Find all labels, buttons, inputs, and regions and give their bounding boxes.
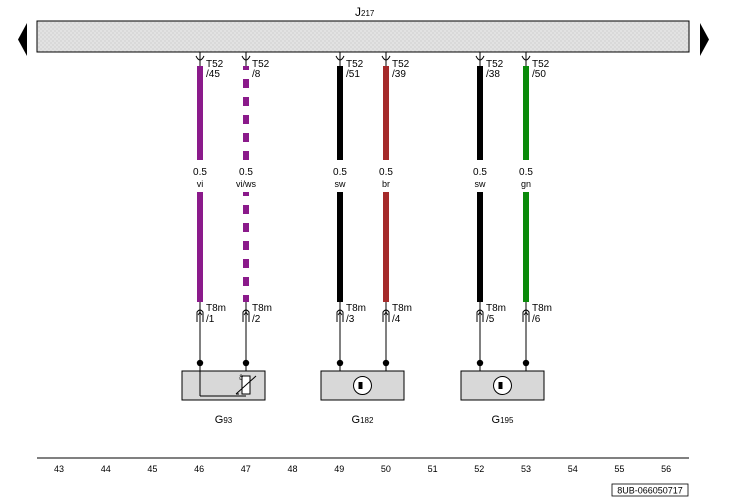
component-label: G93 xyxy=(215,414,233,426)
bottom-pin-label: T8m xyxy=(486,303,506,314)
component: G195 xyxy=(460,370,545,426)
wire: T52/51 0.5sw T8m/3 xyxy=(333,52,366,371)
top-pin-number: /8 xyxy=(252,69,261,80)
bottom-connector-arrow-icon xyxy=(523,311,529,316)
bottom-connector-arrow-icon xyxy=(477,311,483,316)
component-sub: 93 xyxy=(223,416,232,425)
bottom-pin-label: T8m xyxy=(392,303,412,314)
bottom-connector-arrow-icon xyxy=(197,311,203,316)
wire-color-code: gn xyxy=(521,179,531,189)
component: ϑ G93 xyxy=(181,370,266,426)
wire-gauge: 0.5 xyxy=(519,167,533,178)
control-unit-letter: J xyxy=(355,5,361,19)
left-continuation-arrow-icon xyxy=(18,23,27,56)
bottom-pin-label: T8m xyxy=(252,303,272,314)
wire-color-code: sw xyxy=(475,179,487,189)
wire-color-code: vi xyxy=(197,179,204,189)
grid-number: 48 xyxy=(287,464,297,474)
component-id: G xyxy=(215,414,224,426)
grid-number: 50 xyxy=(381,464,391,474)
grid-number: 49 xyxy=(334,464,344,474)
grid-number: 46 xyxy=(194,464,204,474)
grid-number: 44 xyxy=(101,464,111,474)
component-sub: 182 xyxy=(360,416,374,425)
component-label: G182 xyxy=(352,414,374,426)
bottom-pin-number: /2 xyxy=(252,314,261,325)
top-pin-number: /50 xyxy=(532,69,546,80)
bottom-pin-number: /5 xyxy=(486,314,495,325)
grid-number: 52 xyxy=(474,464,484,474)
wire: T52/8 0.5vi/ws T8m/2 xyxy=(236,52,272,371)
bottom-pin-label: T8m xyxy=(532,303,552,314)
grid-layer: 43 44 45 46 47 48 49 50 51 52 53 54 55 56 xyxy=(54,464,671,474)
sensor-element-icon xyxy=(498,382,503,389)
top-pin-number: /39 xyxy=(392,69,406,80)
top-pin-number: /38 xyxy=(486,69,500,80)
component-id: G xyxy=(492,414,501,426)
grid-number: 45 xyxy=(147,464,157,474)
component-id: G xyxy=(352,414,361,426)
sensor-element-icon xyxy=(358,382,363,389)
top-pin-label: T52 xyxy=(206,59,224,70)
grid-number: 47 xyxy=(241,464,251,474)
bottom-connector-icon xyxy=(382,309,390,322)
wire-gauge: 0.5 xyxy=(473,167,487,178)
control-unit-box xyxy=(36,20,690,53)
top-pin-label: T52 xyxy=(346,59,364,70)
bottom-connector-icon xyxy=(336,309,344,322)
bottom-pin-label: T8m xyxy=(346,303,366,314)
bottom-connector-icon xyxy=(196,309,204,322)
bottom-connector-arrow-icon xyxy=(337,311,343,316)
bottom-connector-arrow-icon xyxy=(383,311,389,316)
top-pin-label: T52 xyxy=(532,59,550,70)
wire: T52/50 0.5gn T8m/6 xyxy=(519,52,552,371)
grid-number: 43 xyxy=(54,464,64,474)
wire-color-code: sw xyxy=(335,179,347,189)
bottom-pin-number: /4 xyxy=(392,314,401,325)
bottom-pin-number: /3 xyxy=(346,314,355,325)
wire: T52/38 0.5sw T8m/5 xyxy=(473,52,506,371)
component-sub: 195 xyxy=(500,416,514,425)
component-box xyxy=(181,370,266,401)
bottom-pin-number: /6 xyxy=(532,314,541,325)
wire-color-code: vi/ws xyxy=(236,179,256,189)
control-unit-sub: 217 xyxy=(361,9,375,18)
top-pin-label: T52 xyxy=(392,59,410,70)
bottom-pin-number: /1 xyxy=(206,314,215,325)
wire-gauge: 0.5 xyxy=(239,167,253,178)
bottom-connector-arrow-icon xyxy=(243,311,249,316)
bottom-connector-icon xyxy=(522,309,530,322)
wire: T52/45 0.5vi T8m/1 xyxy=(193,52,226,371)
diagram-code-box xyxy=(611,483,689,497)
grid-number: 53 xyxy=(521,464,531,474)
top-pin-number: /51 xyxy=(346,69,360,80)
control-unit-label: J217 xyxy=(355,5,375,19)
grid-number: 54 xyxy=(568,464,578,474)
component-label: G195 xyxy=(492,414,514,426)
wire-color-code: br xyxy=(382,179,390,189)
bottom-pin-label: T8m xyxy=(206,303,226,314)
grid-number: 56 xyxy=(661,464,671,474)
bottom-connector-icon xyxy=(242,309,250,322)
top-pin-label: T52 xyxy=(252,59,270,70)
top-pin-number: /45 xyxy=(206,69,220,80)
wires-layer: T52/450.5viT8m/1T52/80.5vi/wsT8m/2T52/51… xyxy=(193,52,552,371)
wire-gauge: 0.5 xyxy=(379,167,393,178)
component: G182 xyxy=(320,370,405,426)
wire-gauge: 0.5 xyxy=(333,167,347,178)
diagram-code: 8UB-066050717 xyxy=(617,486,683,496)
grid-number: 51 xyxy=(428,464,438,474)
wire-gauge: 0.5 xyxy=(193,167,207,178)
wire: T52/39 0.5br T8m/4 xyxy=(379,52,412,371)
grid-number: 55 xyxy=(614,464,624,474)
temperature-mark-icon: ϑ xyxy=(239,375,243,382)
thermistor-diagonal xyxy=(235,375,257,395)
top-pin-label: T52 xyxy=(486,59,504,70)
right-continuation-arrow-icon xyxy=(700,23,709,56)
bottom-connector-icon xyxy=(476,309,484,322)
